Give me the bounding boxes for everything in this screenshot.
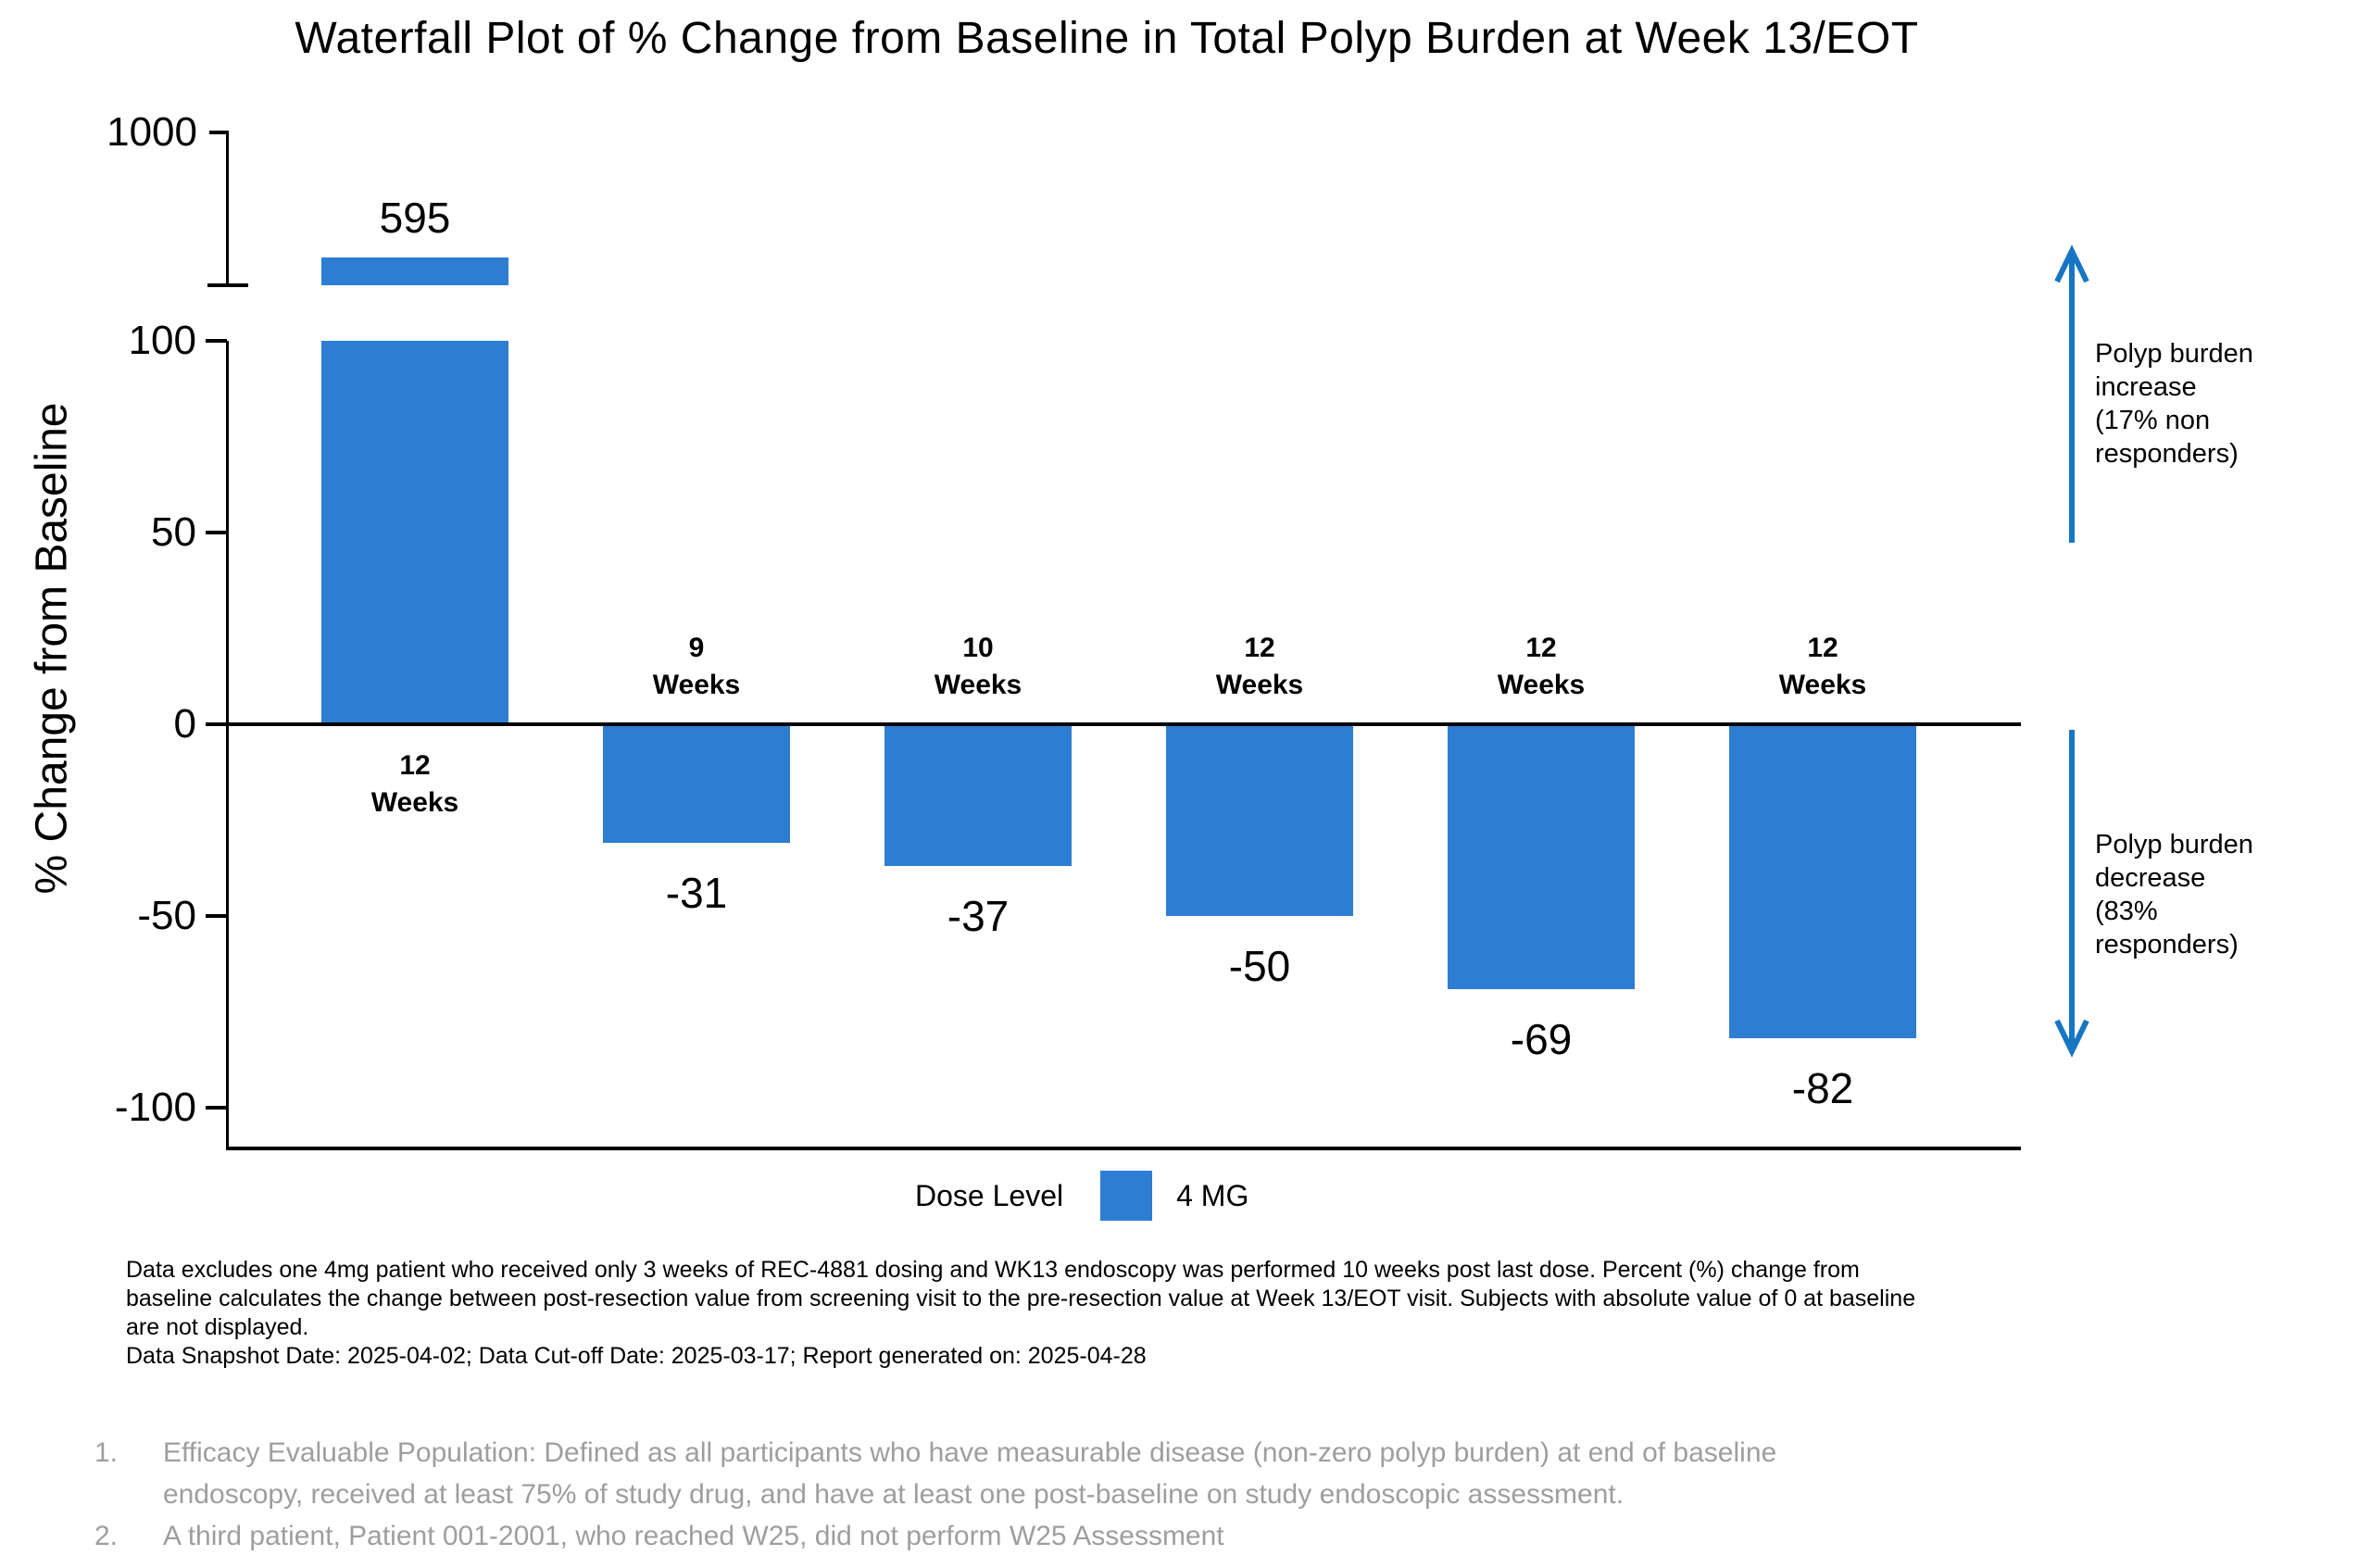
zero-baseline	[226, 722, 2021, 726]
footnote-line: Data excludes one 4mg patient who receiv…	[126, 1257, 1860, 1283]
y-tick-label: -50	[137, 893, 196, 938]
y-tick-mark	[206, 531, 227, 534]
week-number: 9	[688, 633, 705, 663]
note-number: 2.	[94, 1521, 119, 1551]
chart-title: Waterfall Plot of % Change from Baseline…	[295, 14, 1919, 63]
footnote-line: are not displayed.	[126, 1314, 309, 1340]
annotation-line: responders)	[2095, 439, 2239, 469]
note-line: Efficacy Evaluable Population: Defined a…	[163, 1437, 1777, 1468]
week-word: Weeks	[370, 787, 459, 818]
bar-neg82	[1729, 724, 1916, 1039]
bottom-spine	[226, 1147, 2021, 1150]
note-number: 1.	[94, 1437, 119, 1468]
week-word: Weeks	[1215, 670, 1304, 700]
legend-entry-label: 4 MG	[1176, 1178, 1249, 1212]
bar-value-label: -50	[1228, 942, 1291, 990]
footnote-line: baseline calculates the change between p…	[126, 1286, 1916, 1311]
y-tick-label: 0	[173, 701, 196, 746]
annotation-line: increase	[2095, 372, 2197, 402]
y-tick-mark	[206, 914, 227, 918]
week-number: 10	[962, 633, 994, 663]
bar-week-label: 12 Weeks	[295, 747, 535, 822]
bar-clipped-cap	[321, 257, 508, 285]
down-arrow-icon	[2054, 730, 2089, 1058]
bar-595	[321, 341, 508, 724]
week-word: Weeks	[1497, 670, 1586, 700]
annotation-line: Polyp burden	[2095, 830, 2253, 859]
legend-title: Dose Level	[915, 1178, 1064, 1212]
week-number: 12	[1525, 633, 1557, 663]
y-axis-tick-1000	[209, 131, 228, 134]
bar-week-label: 10 Weeks	[858, 630, 1098, 704]
note-text: A third patient, Patient 001-2001, who r…	[163, 1515, 1224, 1557]
note-item-1: 1. Efficacy Evaluable Population: Define…	[94, 1432, 1776, 1515]
legend-swatch-4mg	[1100, 1171, 1153, 1221]
notes-list: 1. Efficacy Evaluable Population: Define…	[94, 1432, 1776, 1557]
bar-week-label: 12 Weeks	[1421, 630, 1662, 704]
annotation-line: (17% non	[2095, 406, 2211, 435]
bar-neg69	[1448, 724, 1635, 989]
week-word: Weeks	[934, 670, 1022, 700]
y-tick-mark	[206, 722, 227, 726]
bar-neg37	[884, 724, 1072, 867]
y-axis-tick-1000-label: 1000	[107, 109, 197, 155]
bar-week-label: 12 Weeks	[1139, 630, 1380, 704]
legend: Dose Level 4 MG	[915, 1171, 1248, 1221]
y-axis-line	[226, 341, 229, 1148]
annotation-line: responders)	[2095, 930, 2239, 960]
note-line: endoscopy, received at least 75% of stud…	[163, 1479, 1625, 1510]
week-number: 12	[1807, 633, 1838, 663]
note-line: A third patient, Patient 001-2001, who r…	[163, 1521, 1224, 1551]
bar-value-label: -31	[665, 869, 728, 918]
bar-neg50	[1166, 724, 1353, 916]
annotation-line: (83%	[2095, 897, 2158, 926]
bar-neg31	[603, 724, 790, 844]
up-arrow-icon	[2054, 245, 2089, 543]
note-text: Efficacy Evaluable Population: Defined a…	[163, 1432, 1776, 1515]
annotation-decrease: Polyp burden decrease (83% responders)	[2095, 828, 2371, 961]
bar-value-label: 595	[379, 194, 451, 242]
week-number: 12	[1244, 633, 1275, 663]
bar-value-label: -37	[947, 892, 1010, 941]
footnote-block: Data excludes one 4mg patient who receiv…	[126, 1256, 1915, 1371]
bar-value-label: -82	[1791, 1064, 1854, 1113]
annotation-line: decrease	[2095, 863, 2206, 893]
bar-week-label: 9 Weeks	[576, 630, 817, 704]
axis-break-dash	[207, 283, 248, 287]
y-tick-label: -100	[114, 1085, 196, 1130]
week-number: 12	[399, 750, 431, 781]
y-axis-label: % Change from Baseline	[27, 402, 77, 895]
y-tick-mark	[206, 1106, 227, 1110]
bar-week-label: 12 Weeks	[1702, 630, 1943, 704]
note-item-2: 2. A third patient, Patient 001-2001, wh…	[94, 1515, 1776, 1557]
y-tick-label: 50	[151, 509, 196, 555]
annotation-line: Polyp burden	[2095, 339, 2253, 369]
annotation-increase: Polyp burden increase (17% non responder…	[2095, 337, 2371, 470]
y-tick-label: 100	[128, 318, 196, 363]
y-axis-upper-segment	[226, 131, 229, 287]
y-tick-mark	[206, 339, 227, 343]
week-word: Weeks	[1778, 670, 1867, 700]
footnote-line: Data Snapshot Date: 2025-04-02; Data Cut…	[126, 1343, 1147, 1369]
week-word: Weeks	[652, 670, 741, 700]
bar-value-label: -69	[1510, 1014, 1573, 1063]
